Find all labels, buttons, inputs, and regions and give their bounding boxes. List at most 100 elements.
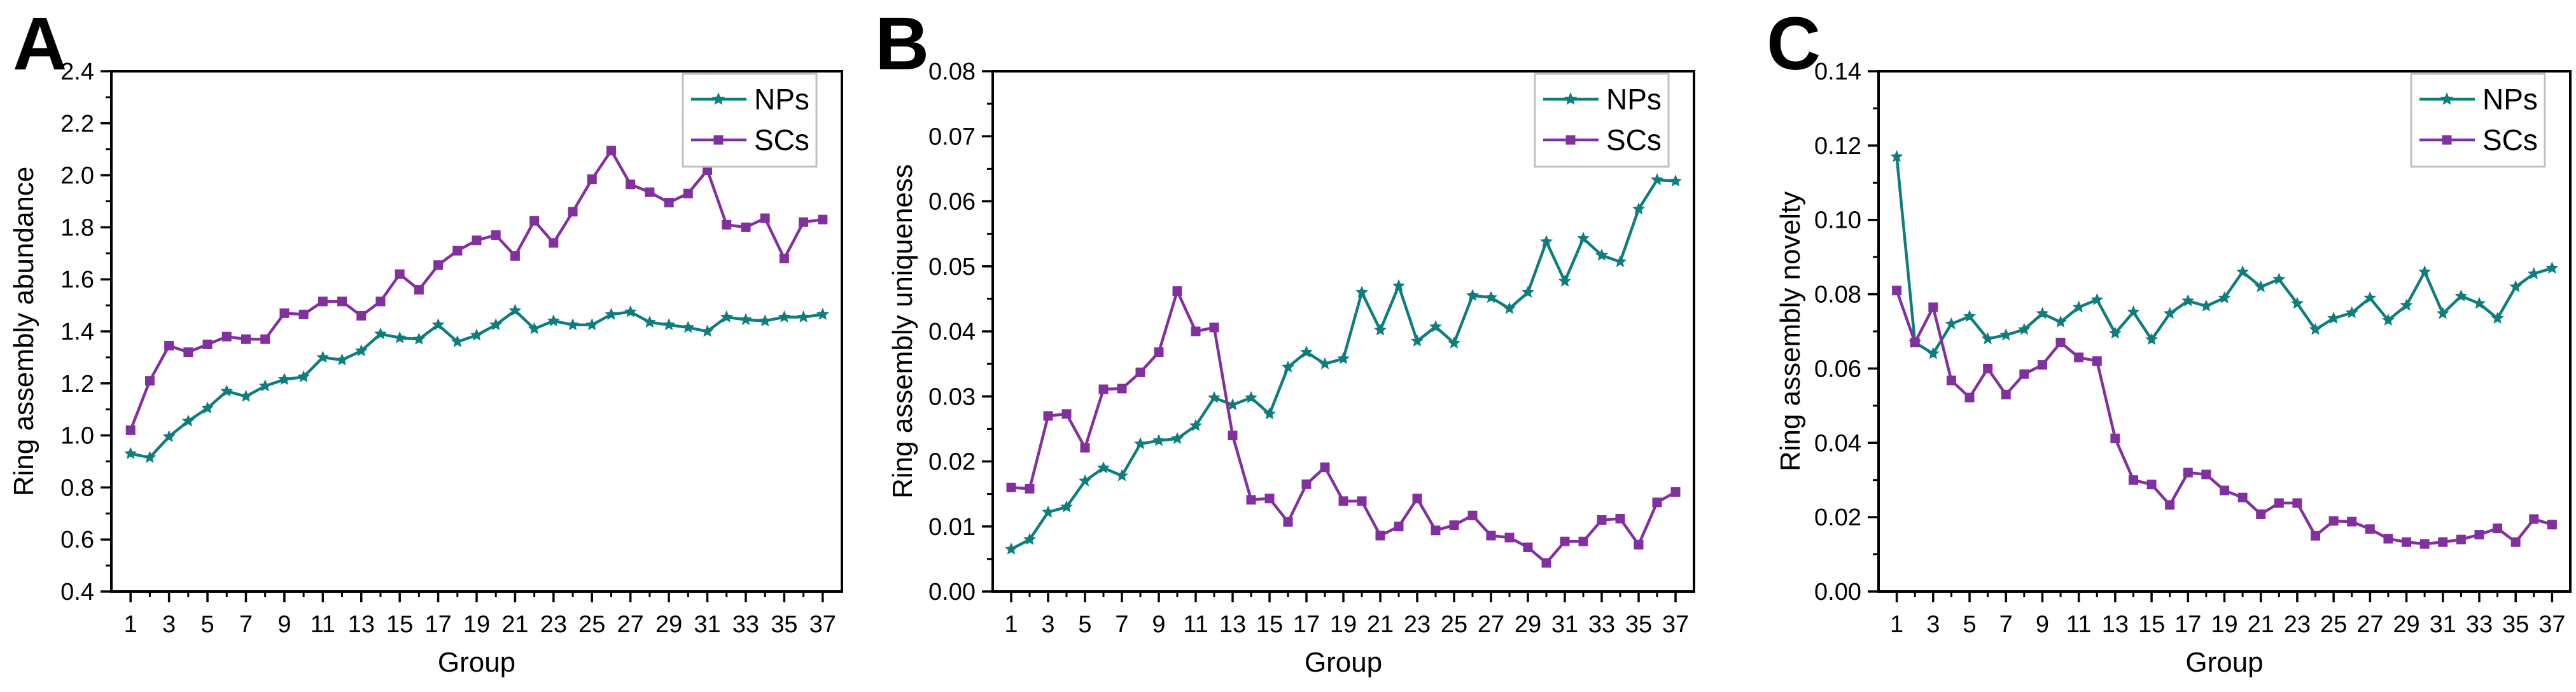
x-tick-label: 27 <box>1478 611 1504 638</box>
star-marker <box>2072 300 2085 313</box>
star-marker <box>1485 291 1497 303</box>
square-marker <box>1135 367 1145 377</box>
legend-star-marker <box>711 92 725 105</box>
square-marker <box>1652 497 1662 508</box>
star-marker <box>1999 328 2013 341</box>
square-marker <box>1357 496 1367 506</box>
star-marker <box>2363 291 2377 303</box>
star-marker <box>1963 310 1976 322</box>
x-tick-label: 9 <box>2036 611 2049 638</box>
star-marker <box>162 430 176 443</box>
x-tick-label: 3 <box>162 611 176 638</box>
star-marker <box>1614 255 1627 268</box>
x-tick-label: 23 <box>1404 611 1431 638</box>
star-marker <box>2290 296 2304 309</box>
star-marker <box>1226 398 1239 410</box>
x-tick-label: 13 <box>348 611 375 638</box>
star-marker <box>624 305 637 317</box>
star-marker <box>1042 505 1054 518</box>
y-tick-label: 1.6 <box>60 266 94 293</box>
square-marker <box>202 339 213 349</box>
star-marker <box>1319 357 1331 370</box>
star-marker <box>1097 461 1110 474</box>
y-tick-label: 0.05 <box>928 254 976 280</box>
star-marker <box>143 450 157 463</box>
star-marker <box>605 307 618 320</box>
star-marker <box>585 318 599 331</box>
square-marker <box>260 334 270 344</box>
square-marker <box>2037 360 2047 370</box>
x-tick-label: 19 <box>463 611 490 638</box>
square-marker <box>1486 530 1496 541</box>
x-tick-label: 5 <box>1078 611 1091 638</box>
square-marker <box>221 331 232 342</box>
square-marker <box>2493 523 2503 534</box>
y-tick-label: 0.6 <box>60 527 94 553</box>
legend-label-nps: NPs <box>754 83 809 116</box>
star-marker <box>1208 391 1221 403</box>
square-marker <box>2201 469 2211 480</box>
star-marker <box>720 310 733 322</box>
x-tick-label: 19 <box>2211 611 2237 638</box>
star-marker <box>239 389 253 402</box>
y-tick-label: 0.01 <box>928 514 976 541</box>
y-tick-label: 0.06 <box>928 189 976 216</box>
legend-box <box>682 73 818 168</box>
square-marker <box>1431 525 1441 536</box>
star-marker <box>508 303 522 316</box>
square-marker <box>2019 369 2029 379</box>
square-marker <box>1634 539 1644 550</box>
star-marker <box>816 307 829 320</box>
x-tick-label: 21 <box>501 611 528 638</box>
square-marker <box>414 285 424 295</box>
legend-star-marker <box>2440 92 2454 105</box>
star-marker <box>2218 291 2231 303</box>
x-tick-label: 1 <box>1890 611 1903 638</box>
square-marker <box>549 238 559 248</box>
chart-a: 0.40.60.81.01.21.41.61.82.02.22.41 3 5 7 9 11… <box>8 59 843 678</box>
square-marker <box>799 217 809 227</box>
star-marker <box>2145 333 2159 345</box>
square-marker <box>2183 467 2193 478</box>
x-tick-label: 1 <box>1004 611 1018 638</box>
square-marker <box>2311 530 2321 541</box>
star-marker <box>2199 299 2213 312</box>
legend-label-scs: SCs <box>2482 123 2538 156</box>
x-tick-label: 37 <box>1662 611 1689 638</box>
panel-letter-b: B <box>875 2 930 86</box>
star-marker <box>1540 235 1553 247</box>
x-tick-label: 5 <box>200 611 214 638</box>
square-marker <box>2274 498 2284 508</box>
square-marker <box>1523 542 1533 552</box>
square-marker <box>529 216 540 226</box>
square-marker <box>2328 516 2339 526</box>
square-marker <box>1578 536 1588 546</box>
square-marker <box>1615 513 1625 523</box>
square-marker <box>1154 347 1164 357</box>
star-marker <box>2473 296 2486 309</box>
square-marker <box>1670 487 1681 497</box>
square-marker <box>1467 510 1478 520</box>
square-marker <box>1061 409 1072 419</box>
legend-star-marker <box>1564 92 1578 105</box>
star-marker <box>1300 345 1313 358</box>
x-tick-label: 3 <box>1041 611 1054 638</box>
star-marker <box>297 370 311 383</box>
x-tick-label: 5 <box>1963 611 1976 638</box>
star-marker <box>701 324 714 337</box>
y-axis-title: Ring assembly abundance <box>8 167 39 497</box>
legend-square-marker <box>2442 135 2452 145</box>
square-marker <box>125 425 136 435</box>
x-tick-label: 31 <box>694 611 720 638</box>
square-marker <box>2092 356 2102 366</box>
star-marker <box>2127 305 2140 318</box>
x-tick-label: 11 <box>311 611 335 638</box>
y-tick-label: 1.0 <box>60 423 94 450</box>
y-tick-label: 1.8 <box>60 214 94 241</box>
y-axis-title: Ring assembly novelty <box>1775 191 1806 471</box>
chart-c: 0.000.020.040.060.080.100.120.141 3 5 7 9 11 1… <box>1775 59 2572 678</box>
square-marker <box>1541 558 1551 568</box>
star-marker <box>2491 312 2504 324</box>
square-marker <box>433 260 444 270</box>
square-marker <box>1025 483 1035 494</box>
